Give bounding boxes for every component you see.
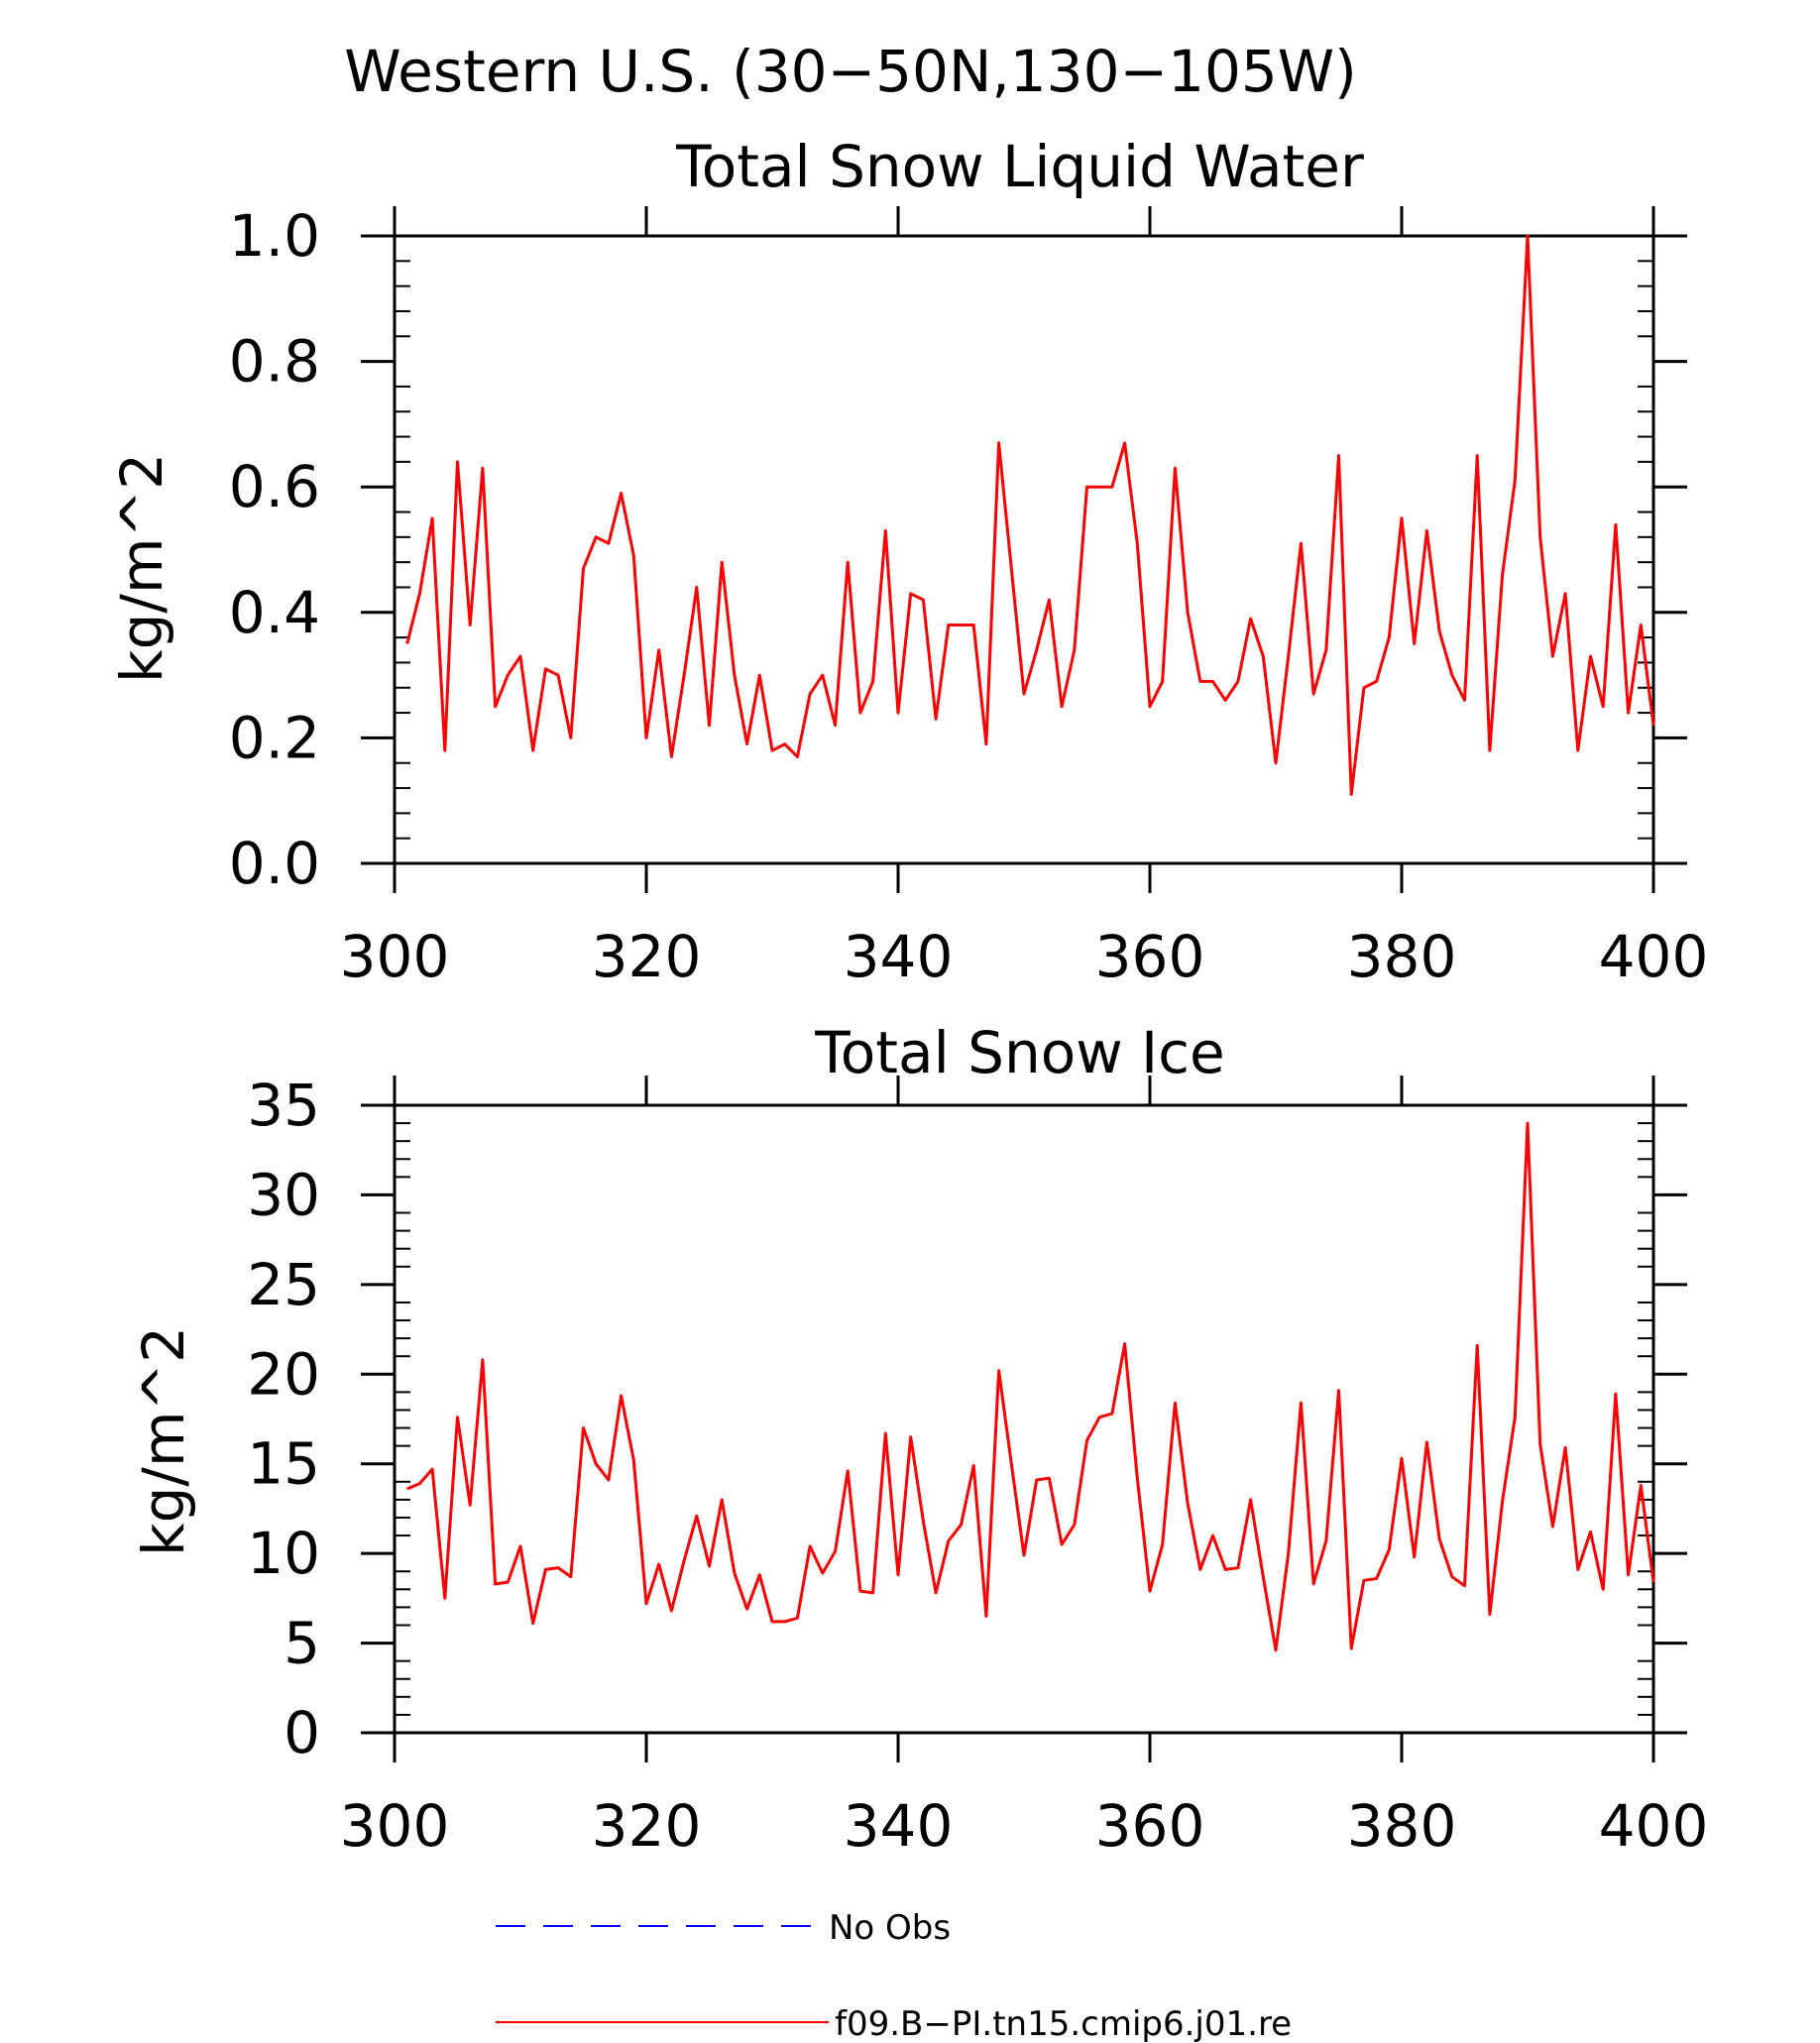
y-axis-label: kg/m^2: [130, 1326, 197, 1556]
legend-label-obs: No Obs: [829, 1908, 951, 1948]
x-tick-label: 400: [1599, 1792, 1709, 1860]
y-tick-label: 20: [247, 1340, 320, 1408]
x-tick-label: 380: [1347, 1792, 1457, 1860]
x-tick-label: 300: [340, 1792, 450, 1860]
y-axis-label: kg/m^2: [108, 453, 175, 683]
x-tick-label: 360: [1095, 1792, 1205, 1860]
x-tick-label: 340: [844, 923, 954, 990]
y-tick-label: 0.2: [229, 704, 320, 771]
x-tick-label: 300: [340, 923, 450, 990]
legend-item-model: f09.B−PI.tn15.cmip6.j01.re: [496, 2004, 1292, 2043]
y-tick-label: 15: [247, 1430, 320, 1498]
y-tick-label: 0.6: [229, 453, 320, 520]
panel-title: Total Snow Ice: [814, 1019, 1225, 1086]
x-tick-label: 320: [592, 923, 702, 990]
y-tick-label: 1.0: [229, 202, 320, 270]
panel-snow-liquid-water: Total Snow Liquid Water kg/m^2 300 320 340…: [108, 133, 1708, 990]
figure-title: Western U.S. (30−50N,130−105W): [344, 38, 1357, 105]
x-tick-label: 380: [1347, 923, 1457, 990]
plot-frame: [393, 234, 1655, 865]
x-tick-label: 360: [1095, 923, 1205, 990]
series-line: [405, 234, 1655, 796]
legend: No Obs f09.B−PI.tn15.cmip6.j01.re: [496, 1908, 1292, 2043]
y-tick-label: 0.4: [229, 579, 320, 646]
axis-ticks: [361, 206, 1687, 893]
series-line: [406, 1121, 1655, 1652]
y-tick-label: 25: [247, 1251, 320, 1318]
y-tick-label: 0.8: [229, 328, 320, 396]
y-tick-label: 35: [247, 1072, 320, 1139]
y-tick-label: 0.0: [229, 830, 320, 897]
series-group: [406, 1121, 1655, 1652]
x-tick-label: 400: [1599, 923, 1709, 990]
y-tick-label: 0: [284, 1699, 320, 1766]
panel-title: Total Snow Liquid Water: [675, 133, 1364, 200]
y-tick-label: 5: [284, 1610, 320, 1677]
y-tick-label: 10: [247, 1520, 320, 1587]
y-tick-label: 30: [247, 1161, 320, 1228]
axis-tick-labels: 300 320 340 360 380 400 0 5 10 15 20 25 30 35: [247, 1072, 1708, 1860]
series-group: [405, 234, 1655, 796]
legend-label-model: f09.B−PI.tn15.cmip6.j01.re: [835, 2004, 1292, 2043]
x-tick-label: 340: [844, 1792, 954, 1860]
panel-snow-ice: Total Snow Ice kg/m^2 300 320 340 360 380 400…: [130, 1019, 1708, 1860]
axis-ticks: [361, 1076, 1687, 1762]
x-tick-label: 320: [592, 1792, 702, 1860]
legend-item-obs: No Obs: [496, 1908, 951, 1948]
plot-frame: [393, 1103, 1655, 1735]
axis-tick-labels: 300 320 340 360 380 400 0.0 0.2 0.4 0.6 0.8 1.0: [229, 202, 1709, 990]
